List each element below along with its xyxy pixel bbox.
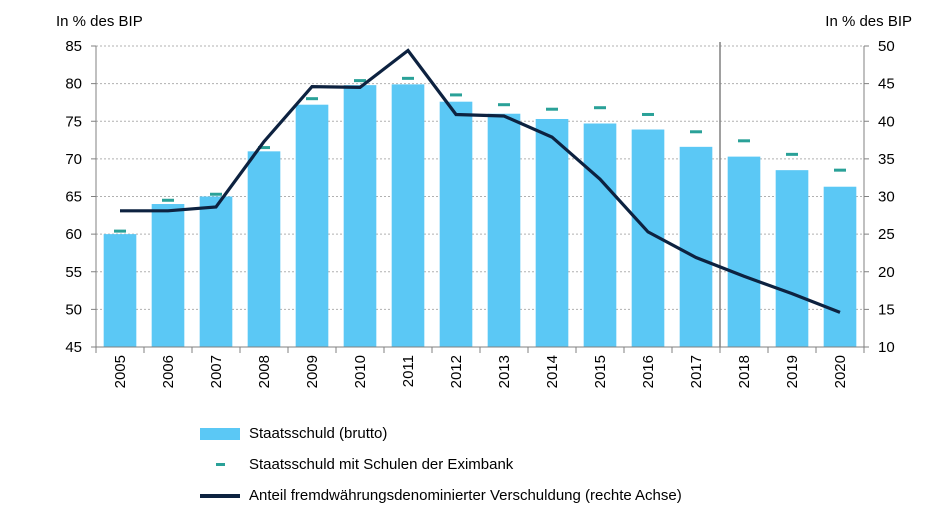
- marker-2017: [690, 130, 702, 134]
- x-tick-label-2008: 2008: [256, 355, 273, 388]
- left-tick-label: 75: [65, 113, 82, 130]
- x-tick-label-2013: 2013: [496, 355, 513, 388]
- left-tick-label: 55: [65, 264, 82, 281]
- line-series: [120, 48, 841, 314]
- left-tick-label: 85: [65, 38, 82, 55]
- x-tick-label-2009: 2009: [304, 355, 321, 388]
- x-tick-label-2006: 2006: [160, 355, 177, 388]
- right-tick-label: 30: [878, 189, 895, 206]
- bar-2011: [391, 84, 425, 347]
- left-tick-label: 45: [65, 339, 82, 356]
- right-tick-label: 40: [878, 113, 895, 130]
- right-tick-label: 15: [878, 301, 895, 318]
- legend-label-line: Anteil fremdwährungsdenominierter Versch…: [249, 487, 682, 504]
- marker-2005: [114, 229, 126, 233]
- bar-2007: [199, 196, 233, 347]
- legend-key-bar: [200, 427, 240, 441]
- bar-2017: [679, 146, 713, 347]
- marker-2007: [210, 192, 222, 196]
- x-tick-label-2010: 2010: [352, 355, 369, 388]
- right-tick-label: 25: [878, 226, 895, 243]
- marker-2009: [306, 97, 318, 101]
- marker-2018: [738, 139, 750, 143]
- right-axis-unit-label: In % des BIP: [825, 13, 912, 30]
- marker-2012: [450, 93, 462, 97]
- left-axis-unit-label: In % des BIP: [56, 13, 143, 30]
- bar-2019: [775, 170, 809, 347]
- bar-2008: [247, 151, 281, 347]
- legend-item-markers: Staatsschuld mit Schulen der Eximbank: [200, 449, 682, 480]
- left-tick-label: 80: [65, 76, 82, 93]
- bar-2006: [151, 204, 185, 347]
- marker-2020: [834, 168, 846, 172]
- right-axis-ticks: 10 15 20 25 30 35 40 45 50: [864, 38, 895, 356]
- x-tick-label-2018: 2018: [736, 355, 753, 388]
- bar-series: [103, 84, 857, 348]
- legend-key-marker: [200, 458, 240, 472]
- x-tick-label-2012: 2012: [448, 355, 465, 388]
- x-tick-label-2019: 2019: [784, 355, 801, 388]
- bar-2020: [823, 186, 857, 347]
- right-tick-label: 10: [878, 339, 895, 356]
- legend-label-markers: Staatsschuld mit Schulen der Eximbank: [249, 456, 514, 473]
- right-tick-label: 35: [878, 151, 895, 168]
- x-tick-label-2017: 2017: [688, 355, 705, 388]
- x-tick-label-2015: 2015: [592, 355, 609, 388]
- x-tick-label-2016: 2016: [640, 355, 657, 388]
- right-tick-label: 20: [878, 264, 895, 281]
- bar-2012: [439, 101, 473, 347]
- bar-2015: [583, 123, 617, 347]
- x-tick-label-2014: 2014: [544, 355, 561, 388]
- fx-debt-line: [120, 48, 841, 314]
- marker-2014: [546, 107, 558, 111]
- left-tick-label: 60: [65, 226, 82, 243]
- marker-2019: [786, 152, 798, 156]
- chart: In % des BIP In % des BIP 45 50 55 60 65 70 75…: [56, 13, 912, 388]
- legend-item-bars: Staatsschuld (brutto): [200, 418, 682, 449]
- bar-2013: [487, 113, 521, 347]
- marker-2008: [258, 146, 270, 150]
- marker-2013: [498, 103, 510, 107]
- legend-item-line: Anteil fremdwährungsdenominierter Versch…: [200, 480, 682, 511]
- bar-2005: [103, 234, 137, 347]
- left-tick-label: 50: [65, 301, 82, 318]
- bar-2010: [343, 85, 377, 347]
- left-axis-ticks: 45 50 55 60 65 70 75 80 85: [65, 38, 96, 356]
- x-tick-label-2007: 2007: [208, 355, 225, 388]
- legend-key-line: [200, 489, 240, 503]
- marker-2006: [162, 198, 174, 202]
- marker-series: [114, 76, 846, 233]
- left-tick-label: 70: [65, 151, 82, 168]
- marker-2015: [594, 106, 606, 110]
- left-tick-label: 65: [65, 189, 82, 206]
- right-tick-label: 50: [878, 38, 895, 55]
- bar-2014: [535, 118, 569, 348]
- x-axis-ticks: 2005 2006 2007 2008 2009 2010 2011 2012 2013 2014…: [95, 347, 865, 388]
- legend: Staatsschuld (brutto) Staatsschuld mit S…: [200, 418, 682, 511]
- x-tick-label-2020: 2020: [832, 355, 849, 388]
- x-tick-label-2005: 2005: [112, 355, 129, 388]
- right-tick-label: 45: [878, 76, 895, 93]
- marker-2016: [642, 112, 654, 116]
- x-tick-label-2011: 2011: [400, 355, 417, 387]
- marker-2011: [402, 76, 414, 80]
- marker-2010: [354, 79, 366, 83]
- bar-2009: [295, 104, 329, 347]
- legend-label-bars: Staatsschuld (brutto): [249, 425, 388, 442]
- bar-2018: [727, 156, 761, 347]
